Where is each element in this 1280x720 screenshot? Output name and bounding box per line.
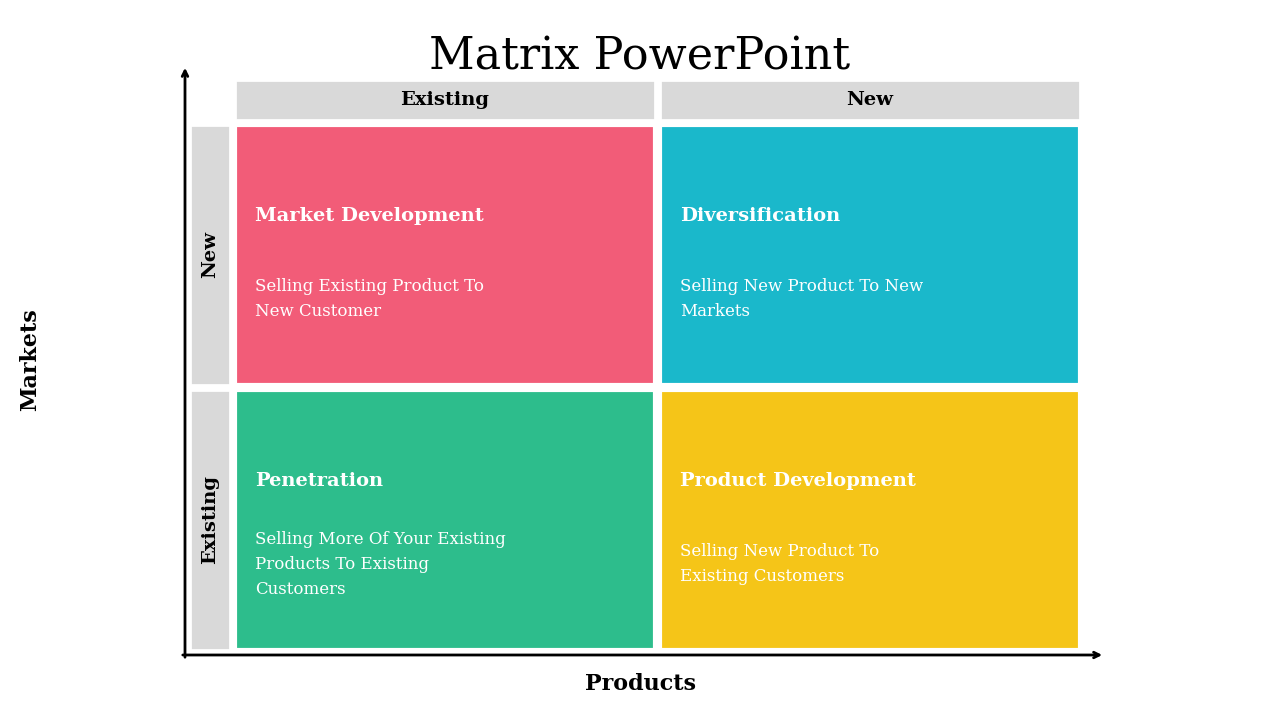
Text: Selling New Product To
Existing Customers: Selling New Product To Existing Customer… <box>680 544 879 585</box>
Text: Selling Existing Product To
New Customer: Selling Existing Product To New Customer <box>255 279 484 320</box>
FancyBboxPatch shape <box>236 390 655 650</box>
Text: Diversification: Diversification <box>680 207 840 225</box>
FancyBboxPatch shape <box>236 80 655 120</box>
FancyBboxPatch shape <box>660 390 1080 650</box>
Text: Existing: Existing <box>201 475 219 564</box>
FancyBboxPatch shape <box>660 80 1080 120</box>
Text: Markets: Markets <box>19 309 41 411</box>
Text: Products: Products <box>585 673 695 695</box>
FancyBboxPatch shape <box>660 125 1080 385</box>
Text: Existing: Existing <box>401 91 489 109</box>
Text: Penetration: Penetration <box>255 472 383 490</box>
FancyBboxPatch shape <box>189 390 230 650</box>
Text: Product Development: Product Development <box>680 472 916 490</box>
Text: New: New <box>846 91 893 109</box>
FancyBboxPatch shape <box>189 125 230 385</box>
Text: New: New <box>201 232 219 279</box>
Text: Selling More Of Your Existing
Products To Existing
Customers: Selling More Of Your Existing Products T… <box>255 531 506 598</box>
Text: Market Development: Market Development <box>255 207 484 225</box>
Text: Matrix PowerPoint: Matrix PowerPoint <box>429 35 851 78</box>
Text: Selling New Product To New
Markets: Selling New Product To New Markets <box>680 279 923 320</box>
FancyBboxPatch shape <box>236 125 655 385</box>
